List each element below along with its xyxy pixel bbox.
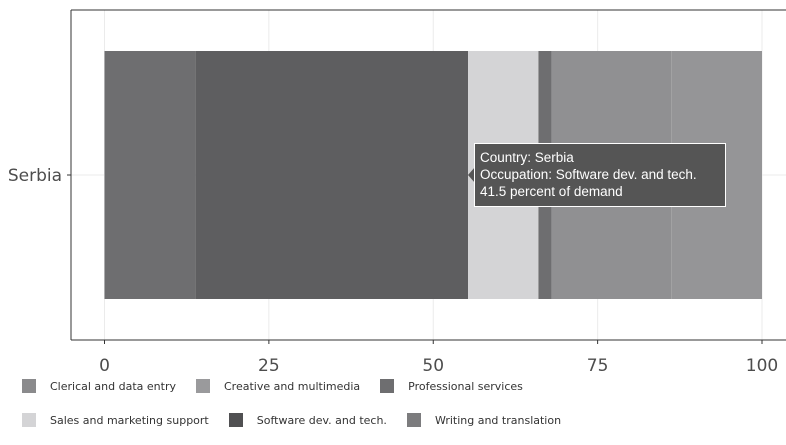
- legend-swatch: [22, 413, 36, 427]
- y-tick-label: Serbia: [8, 166, 62, 186]
- bar-segment: [104, 51, 196, 299]
- legend-swatch: [380, 379, 395, 393]
- legend-row: Sales and marketing support Software dev…: [22, 411, 782, 429]
- legend-swatch: [195, 379, 210, 393]
- tooltip-country: Country: Serbia: [480, 150, 574, 165]
- legend-item[interactable]: Sales and marketing support: [22, 413, 209, 427]
- legend-swatch: [228, 413, 243, 427]
- bar-segment: [195, 51, 469, 299]
- legend-swatch: [406, 413, 421, 427]
- tick-labels: 0 25 50 75 100 Serbia: [8, 166, 778, 375]
- x-tick-label: 75: [587, 356, 609, 375]
- x-tick-label: 0: [99, 356, 110, 375]
- legend-item[interactable]: Writing and translation: [406, 413, 562, 427]
- x-tick-label: 50: [422, 356, 444, 375]
- x-tick-label: 25: [258, 356, 280, 375]
- legend-label: Creative and multimedia: [223, 379, 361, 393]
- legend-item[interactable]: Software dev. and tech.: [228, 413, 387, 427]
- legend-item[interactable]: Professional services: [380, 379, 523, 393]
- legend-row: Clerical and data entry Creative and mul…: [22, 377, 782, 395]
- legend-label: Writing and translation: [434, 413, 562, 427]
- tooltip: Country: Serbia Occupation: Software dev…: [474, 143, 726, 207]
- legend-swatch: [22, 379, 36, 393]
- legend-label: Software dev. and tech.: [256, 413, 387, 427]
- legend-label: Professional services: [408, 379, 523, 393]
- x-tick-label: 100: [746, 356, 778, 375]
- legend: Clerical and data entry Creative and mul…: [22, 377, 782, 445]
- legend-label: Clerical and data entry: [50, 379, 176, 393]
- legend-label: Sales and marketing support: [50, 413, 209, 427]
- legend-item[interactable]: Clerical and data entry: [22, 379, 176, 393]
- tooltip-occupation: Occupation: Software dev. and tech.: [480, 167, 697, 182]
- legend-item[interactable]: Creative and multimedia: [195, 379, 361, 393]
- axes: [67, 9, 786, 341]
- tooltip-arrow: [468, 167, 475, 183]
- tooltip-value: 41.5 percent of demand: [480, 184, 623, 199]
